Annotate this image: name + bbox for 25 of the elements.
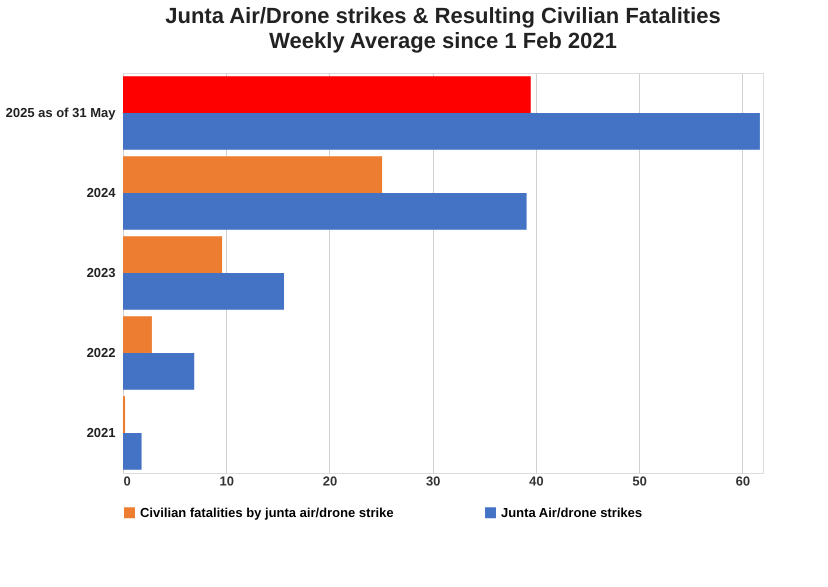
y-tick-label: 2021	[86, 425, 116, 440]
bar	[123, 156, 382, 193]
x-tick-label: 0	[124, 474, 131, 488]
bar	[123, 193, 527, 230]
bar	[123, 316, 152, 353]
chart-subtitle: Weekly Average since 1 Feb 2021	[269, 28, 617, 53]
bar	[123, 433, 142, 470]
x-tick-label: 50	[632, 474, 647, 488]
y-tick-label: 2023	[86, 265, 116, 280]
x-tick-label: 30	[426, 474, 440, 488]
y-tick-label: 2025 as of 31 May	[6, 105, 116, 120]
x-tick-label: 10	[219, 474, 234, 488]
y-tick-label: 2022	[86, 345, 116, 360]
bar	[123, 113, 760, 150]
bar	[123, 76, 531, 113]
bar	[123, 273, 284, 310]
y-tick-label: 2024	[86, 185, 116, 200]
x-tick-label: 40	[529, 474, 544, 488]
legend-label: Civilian fatalities by junta air/drone strike	[140, 504, 394, 520]
bar	[123, 236, 222, 273]
chart-title: Junta Air/Drone strikes & Resulting Civilian Fatalities	[165, 3, 721, 28]
x-tick-label: 20	[322, 474, 338, 488]
bar	[123, 353, 194, 390]
x-tick-label: 60	[736, 474, 750, 488]
legend-label: Junta Air/drone strikes	[501, 504, 642, 520]
